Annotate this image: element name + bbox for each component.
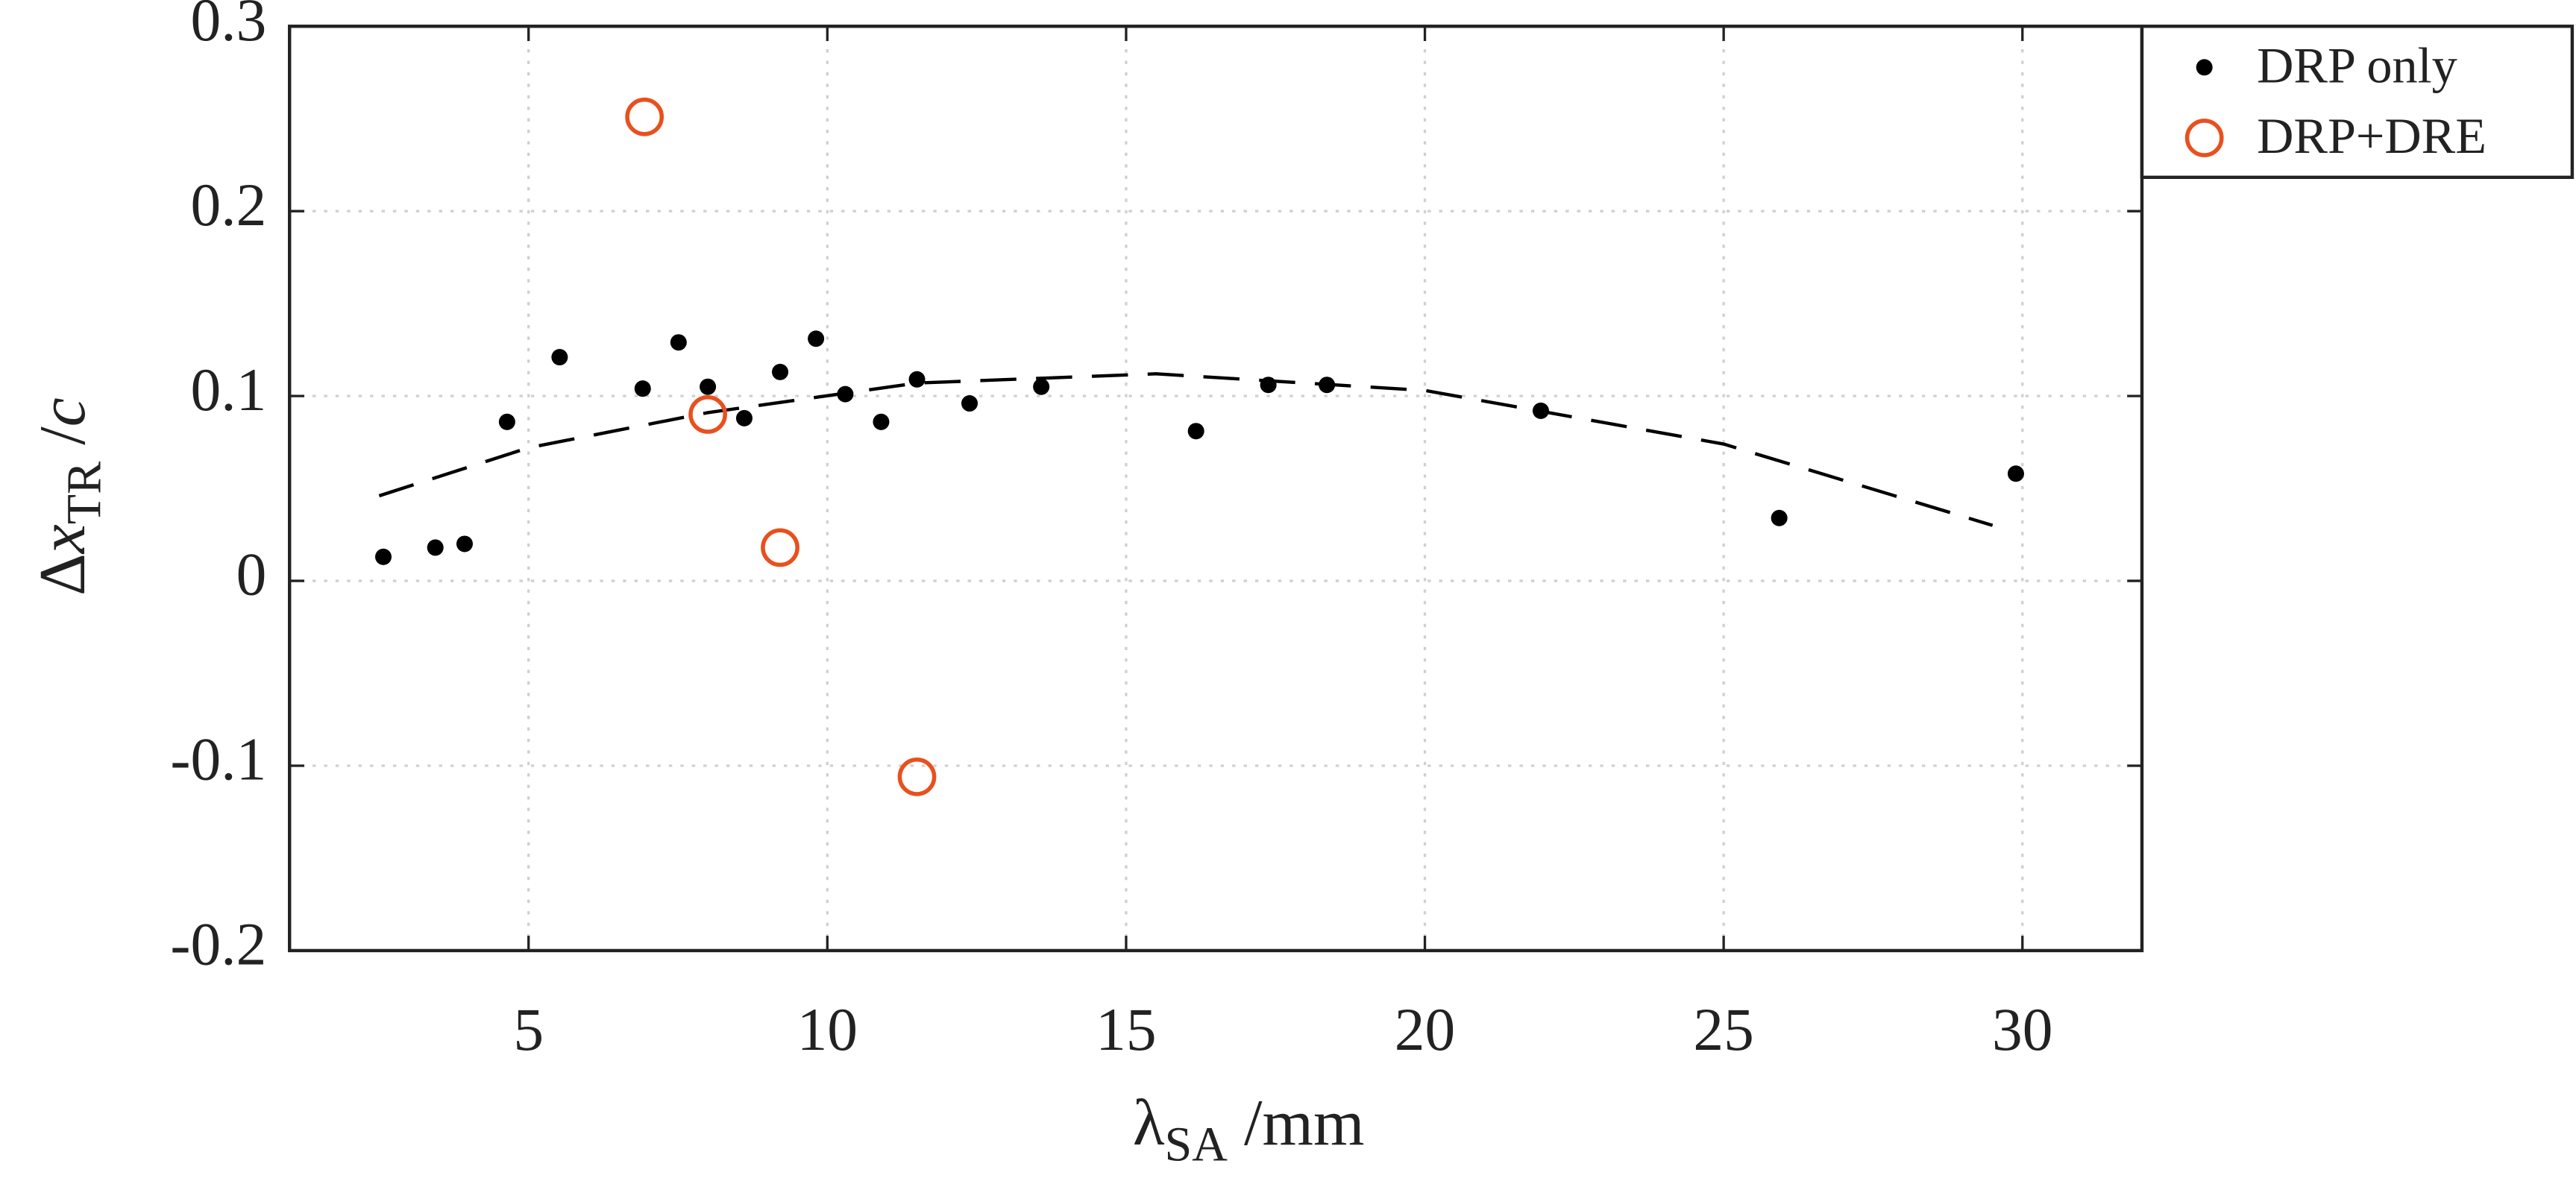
legend-label: DRP+DRE xyxy=(2257,107,2487,164)
x-axis-label: λSA /mm xyxy=(1133,1087,1365,1171)
data-point xyxy=(2007,465,2024,482)
data-point xyxy=(1187,423,1204,440)
x-axis-label-part: λ xyxy=(1133,1087,1165,1159)
x-tick-label: 25 xyxy=(1693,995,1753,1063)
x-axis-label-part: /mm xyxy=(1228,1087,1364,1159)
fit-line xyxy=(378,372,1994,527)
data-point xyxy=(761,528,799,567)
data-point xyxy=(735,409,753,426)
y-axis-label-part: x xyxy=(27,524,99,555)
data-point xyxy=(961,395,978,412)
legend-marker xyxy=(2196,59,2213,76)
y-tick-label: -0.2 xyxy=(170,910,266,978)
y-tick-label: 0.1 xyxy=(191,356,267,424)
y-axis-label: ΔxTR /c xyxy=(27,397,111,596)
data-point xyxy=(670,334,687,351)
data-point xyxy=(498,413,515,430)
x-tick-label: 5 xyxy=(513,995,544,1063)
y-tick-label: 0.3 xyxy=(191,0,267,54)
x-tick-label: 30 xyxy=(1992,995,2052,1063)
data-point xyxy=(700,378,717,395)
y-tick-label: -0.1 xyxy=(170,725,266,793)
y-axis-label-part: c xyxy=(27,397,99,426)
data-point xyxy=(375,548,392,565)
x-tick-label: 20 xyxy=(1395,995,1455,1063)
y-axis-label-part: / xyxy=(27,426,99,462)
data-point xyxy=(1771,509,1788,526)
data-point xyxy=(772,363,789,380)
series xyxy=(375,330,2024,565)
series xyxy=(378,372,1994,527)
legend-marker xyxy=(2184,119,2224,157)
data-point xyxy=(837,385,854,403)
series xyxy=(625,97,937,796)
y-axis-label-part: Δ xyxy=(27,553,99,596)
data-point xyxy=(625,97,665,136)
data-point xyxy=(1260,377,1277,394)
data-point xyxy=(1319,377,1336,394)
data-point xyxy=(634,380,651,397)
data-point xyxy=(427,539,444,556)
y-tick-label: 0.2 xyxy=(191,171,267,239)
x-tick-label: 10 xyxy=(797,995,858,1063)
data-point xyxy=(688,395,727,434)
data-point xyxy=(808,330,825,347)
data-point xyxy=(1532,402,1549,419)
y-axis-label-part: TR xyxy=(57,462,112,524)
data-point xyxy=(908,371,926,388)
x-axis-label-part: SA xyxy=(1165,1118,1228,1172)
data-point xyxy=(1033,378,1050,395)
data-point xyxy=(551,349,568,366)
data-point xyxy=(873,413,890,430)
y-tick-label: 0 xyxy=(236,541,267,608)
legend-label: DRP only xyxy=(2257,37,2457,93)
data-point xyxy=(897,757,937,796)
plot-frame xyxy=(288,25,2144,953)
x-tick-label: 15 xyxy=(1096,995,1156,1063)
data-point xyxy=(456,535,473,552)
